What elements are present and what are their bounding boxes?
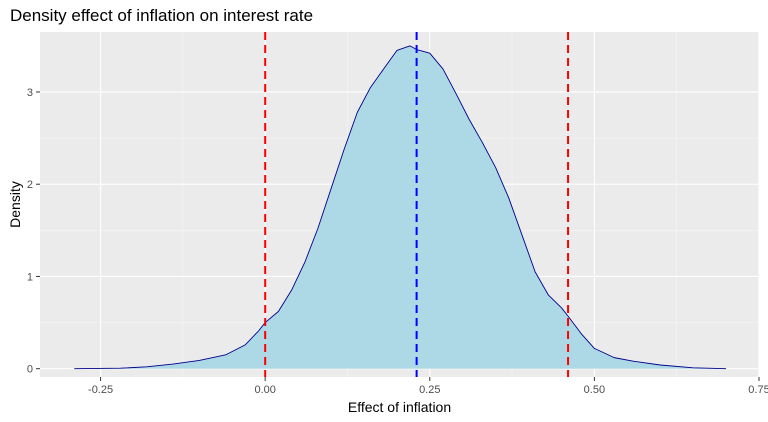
x-axis-label: Effect of inflation	[348, 399, 451, 415]
y-tick-label: 1	[27, 271, 33, 283]
y-axis-ticks: 0 1 2 3	[27, 87, 40, 376]
x-tick-label: 0.75	[748, 384, 768, 396]
reference-lines	[264, 32, 570, 377]
chart-title: Density effect of inflation on interest …	[10, 6, 314, 25]
density-area	[74, 45, 727, 370]
x-tick-label: 0.00	[254, 384, 275, 396]
y-tick-label: 2	[27, 179, 33, 191]
y-tick-label: 0	[27, 364, 33, 376]
y-axis-label: Density	[7, 181, 23, 228]
x-tick-label: -0.25	[88, 384, 113, 396]
y-tick-label: 3	[27, 87, 33, 99]
x-axis-ticks: -0.25 0.00 0.25 0.50 0.75	[88, 377, 768, 396]
x-tick-label: 0.50	[584, 384, 605, 396]
x-tick-label: 0.25	[419, 384, 440, 396]
